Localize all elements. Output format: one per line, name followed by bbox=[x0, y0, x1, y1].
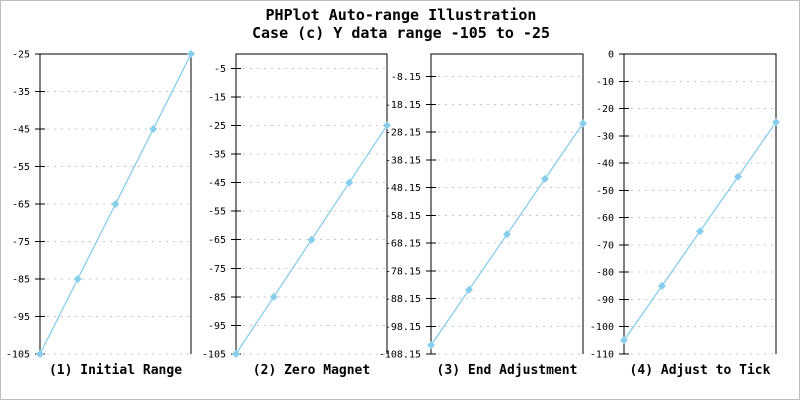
y-tick-label: -80 bbox=[596, 268, 614, 279]
y-tick-label: -28.15 bbox=[385, 128, 421, 139]
y-tick-label: -40 bbox=[596, 159, 614, 170]
data-point-marker bbox=[345, 178, 354, 187]
data-point-marker bbox=[307, 235, 316, 244]
y-tick-label: -95 bbox=[12, 312, 30, 323]
plot-border bbox=[623, 53, 777, 354]
y-tick-label: -108.15 bbox=[379, 350, 421, 361]
y-tick-label: -55 bbox=[12, 162, 30, 173]
data-point-marker bbox=[73, 275, 82, 283]
data-point-marker bbox=[111, 200, 120, 208]
data-point-marker bbox=[427, 341, 435, 350]
y-tick-label: -110 bbox=[590, 350, 614, 361]
data-point-marker bbox=[187, 50, 195, 58]
y-tick-label: -65 bbox=[12, 200, 30, 211]
data-point-marker bbox=[620, 336, 628, 345]
y-tick-label: -38.15 bbox=[385, 155, 421, 166]
y-tick-label: -18.15 bbox=[385, 100, 421, 111]
data-point-marker bbox=[579, 119, 587, 128]
plot-border bbox=[235, 53, 388, 354]
data-point-marker bbox=[383, 121, 391, 130]
y-tick-label: -25 bbox=[12, 50, 30, 61]
y-tick-label: -45 bbox=[12, 125, 30, 136]
data-point-marker bbox=[772, 118, 780, 127]
data-point-marker bbox=[232, 350, 240, 358]
y-tick-label: -70 bbox=[596, 240, 614, 251]
y-tick-label: -75 bbox=[12, 237, 30, 248]
y-tick-label: -60 bbox=[596, 213, 614, 224]
data-point-marker bbox=[696, 227, 704, 236]
data-point-marker bbox=[149, 125, 158, 133]
y-tick-label: -88.15 bbox=[385, 294, 421, 305]
y-tick-label: -10 bbox=[596, 77, 614, 88]
data-point-marker bbox=[503, 230, 511, 239]
y-tick-label: -75 bbox=[208, 264, 226, 275]
y-tick-label: 0 bbox=[608, 50, 614, 61]
y-tick-label: -48.15 bbox=[385, 183, 421, 194]
data-point-marker bbox=[734, 172, 742, 181]
y-tick-label: -98.15 bbox=[385, 322, 421, 333]
data-point-marker bbox=[541, 174, 549, 183]
plot-border bbox=[430, 53, 584, 354]
y-tick-label: -105 bbox=[6, 350, 30, 361]
y-tick-label: -5 bbox=[214, 64, 226, 75]
data-point-marker bbox=[658, 281, 666, 290]
chart-subtitle: Case (c) Y data range -105 to -25 bbox=[251, 24, 550, 42]
y-tick-label: -8.15 bbox=[391, 72, 421, 83]
y-tick-label: -20 bbox=[596, 104, 614, 115]
data-point-marker bbox=[465, 285, 473, 294]
y-tick-label: -35 bbox=[208, 150, 226, 161]
y-tick-label: -15 bbox=[208, 92, 226, 103]
y-tick-label: -95 bbox=[208, 321, 226, 332]
data-point-marker bbox=[269, 292, 278, 301]
x-axis-title-3: (3) End Adjustment bbox=[436, 363, 578, 378]
y-tick-label: -85 bbox=[208, 292, 226, 303]
y-tick-label: -55 bbox=[208, 207, 226, 218]
y-tick-label: -35 bbox=[12, 87, 30, 98]
y-tick-label: -85 bbox=[12, 275, 30, 286]
y-tick-label: -68.15 bbox=[385, 239, 421, 250]
y-tick-label: -58.15 bbox=[385, 211, 421, 222]
x-axis-title-2: (2) Zero Magnet bbox=[252, 363, 371, 378]
y-tick-label: -25 bbox=[208, 121, 226, 132]
data-point-marker bbox=[36, 350, 44, 358]
x-axis-title-1: (1) Initial Range bbox=[48, 363, 183, 378]
y-tick-label: -45 bbox=[208, 178, 226, 189]
y-tick-label: -105 bbox=[202, 350, 226, 361]
y-tick-label: -100 bbox=[590, 322, 614, 333]
x-axis-title-4: (4) Adjust to Tick bbox=[629, 363, 771, 378]
y-tick-label: -78.15 bbox=[385, 266, 421, 277]
y-tick-label: -50 bbox=[596, 186, 614, 197]
y-tick-label: -30 bbox=[596, 131, 614, 142]
chart-title: PHPlot Auto-range Illustration bbox=[265, 6, 537, 24]
y-tick-label: -90 bbox=[596, 295, 614, 306]
y-tick-label: -65 bbox=[208, 235, 226, 246]
plot-border bbox=[39, 53, 192, 354]
